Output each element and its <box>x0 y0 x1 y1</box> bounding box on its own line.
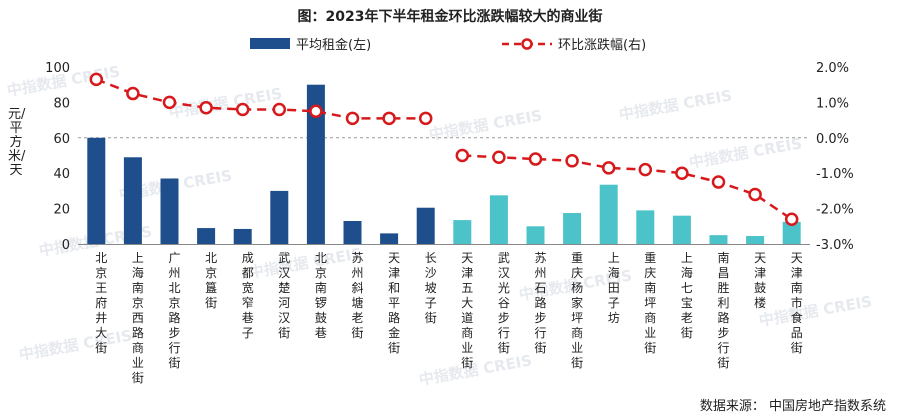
watermark: 中指数据 CREIS <box>618 86 734 124</box>
bar <box>636 210 655 244</box>
change-point <box>126 86 140 101</box>
bar <box>672 215 691 244</box>
x-tick-label: 武汉光谷步行街 <box>498 251 510 355</box>
y-axis-left-label: 元/平方米/天 <box>8 107 26 178</box>
y-tick-label: 20 <box>53 203 70 218</box>
x-tick-label: 天津和平路金街 <box>388 251 400 355</box>
y2-tick-label: -3.0% <box>816 238 854 253</box>
change-point <box>162 95 177 110</box>
x-tick-label: 长沙坡子街 <box>425 251 437 325</box>
x-tick-label: 重庆杨家坪商业街 <box>571 251 583 370</box>
change-point <box>711 175 726 189</box>
change-point <box>309 104 323 118</box>
bar <box>746 236 765 244</box>
bar <box>453 220 472 244</box>
change-point <box>528 152 543 166</box>
source-note: 数据来源： 中国房地产指数系统 <box>699 399 886 414</box>
watermark: 中指数据 CREIS <box>18 326 134 364</box>
bar <box>160 178 179 244</box>
legend: 平均租金(左) 环比涨跌幅(右) <box>0 34 900 54</box>
change-point <box>638 162 653 177</box>
x-tick-label: 成都宽窄巷子 <box>242 251 254 340</box>
legend-swatch-bar <box>250 38 290 49</box>
chart-title: 图：2023年下半年租金环比涨跌幅较大的商业街 <box>297 9 603 25</box>
y2-tick-label: 2.0% <box>816 61 849 76</box>
bar <box>343 220 362 244</box>
y-tick-label: 100 <box>45 61 70 76</box>
bar <box>380 233 399 244</box>
change-point <box>418 111 433 126</box>
x-tick-label: 广州北京路步行街 <box>168 251 180 370</box>
bar <box>270 190 289 244</box>
x-tick-label: 上海南京西路商业街 <box>132 251 144 385</box>
x-tick-label: 天津五大道商业街 <box>461 251 473 370</box>
legend-swatch-line <box>502 37 552 50</box>
bar <box>233 228 252 244</box>
bar <box>709 235 728 244</box>
change-point <box>272 102 287 117</box>
change-point <box>784 212 799 226</box>
bar <box>489 195 508 244</box>
watermark: 中指数据 CREIS <box>758 292 874 330</box>
legend-item-rent: 平均租金(左) <box>250 34 371 53</box>
x-tick-label: 苏州石路步行街 <box>534 251 546 355</box>
x-tick-label: 上海田子坊 <box>608 251 620 325</box>
watermark: 中指数据 CREIS <box>688 134 804 172</box>
y2-tick-label: -2.0% <box>816 203 854 218</box>
x-tick-label: 重庆南坪商业街 <box>644 251 656 355</box>
change-line-segment <box>462 154 793 221</box>
bar <box>123 157 142 244</box>
x-tick-label: 天津南市食品街 <box>791 251 803 355</box>
y-tick-label: 40 <box>53 167 70 182</box>
bar <box>526 226 545 244</box>
y2-tick-label: -1.0% <box>816 167 854 182</box>
x-tick-label: 上海七宝老街 <box>681 251 693 340</box>
change-point <box>382 111 396 126</box>
y2-tick-label: 0.0% <box>816 132 849 147</box>
x-tick-label: 北京王府井大街 <box>95 251 107 355</box>
legend-label-change: 环比涨跌幅(右) <box>558 38 647 53</box>
bar <box>416 207 435 244</box>
legend-item-change: 环比涨跌幅(右) <box>502 34 646 53</box>
x-tick-label: 天津鼓楼 <box>754 251 766 310</box>
watermark: 中指数据 CREIS <box>168 84 284 122</box>
x-tick-label: 南昌胜利路步行街 <box>717 250 729 370</box>
x-tick-label: 苏州斜塘老街 <box>351 251 363 340</box>
x-tick-label: 北京簋街 <box>205 251 217 310</box>
change-point <box>565 154 579 168</box>
x-tick-label: 北京南锣鼓巷 <box>315 251 327 340</box>
y-tick-label: 60 <box>53 132 70 147</box>
bar <box>306 84 325 244</box>
change-point <box>345 111 360 126</box>
change-point <box>89 72 104 87</box>
change-point <box>235 102 250 117</box>
bar <box>197 228 216 244</box>
change-point <box>455 148 470 163</box>
change-point <box>492 150 506 165</box>
change-point <box>748 187 762 202</box>
change-line-segment <box>95 78 426 120</box>
change-point <box>675 166 689 180</box>
change-point <box>601 161 616 175</box>
watermark: 中指数据 CREIS <box>248 244 364 282</box>
y-tick-label: 80 <box>53 96 70 111</box>
bar <box>87 137 106 244</box>
bar <box>782 221 801 244</box>
y2-tick-label: 1.0% <box>816 96 849 111</box>
bar <box>599 184 618 244</box>
x-tick-label: 武汉楚河汉街 <box>278 251 290 340</box>
bar <box>563 213 582 244</box>
change-point <box>199 100 213 115</box>
watermark: 中指数据 CREIS <box>418 351 534 389</box>
y-tick-label: 0 <box>62 238 70 253</box>
legend-label-rent: 平均租金(左) <box>296 38 372 53</box>
